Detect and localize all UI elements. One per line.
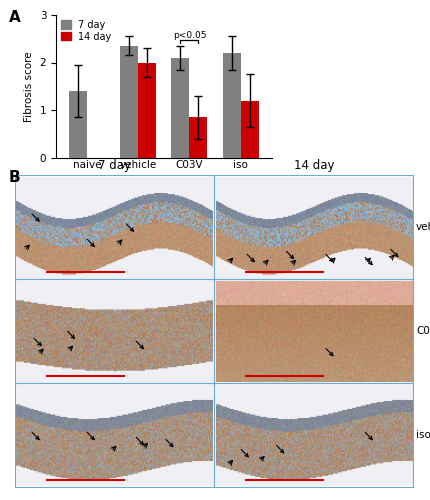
Bar	[240, 100, 258, 158]
Bar	[69, 91, 86, 158]
Text: p<0.05: p<0.05	[172, 30, 206, 40]
Bar	[171, 58, 189, 158]
Text: 14 day: 14 day	[293, 160, 334, 172]
Bar	[189, 117, 207, 158]
Y-axis label: Fibrosis score: Fibrosis score	[24, 51, 34, 122]
Text: 7 day: 7 day	[98, 160, 131, 172]
Text: C03V: C03V	[415, 326, 430, 336]
Text: A: A	[9, 10, 20, 25]
Legend: 7 day, 14 day: 7 day, 14 day	[61, 20, 111, 42]
Text: isotype: isotype	[415, 430, 430, 440]
Bar	[222, 53, 240, 158]
Bar	[138, 62, 156, 158]
Text: B: B	[9, 170, 20, 185]
Text: vehicle: vehicle	[415, 222, 430, 232]
Bar	[120, 46, 138, 158]
